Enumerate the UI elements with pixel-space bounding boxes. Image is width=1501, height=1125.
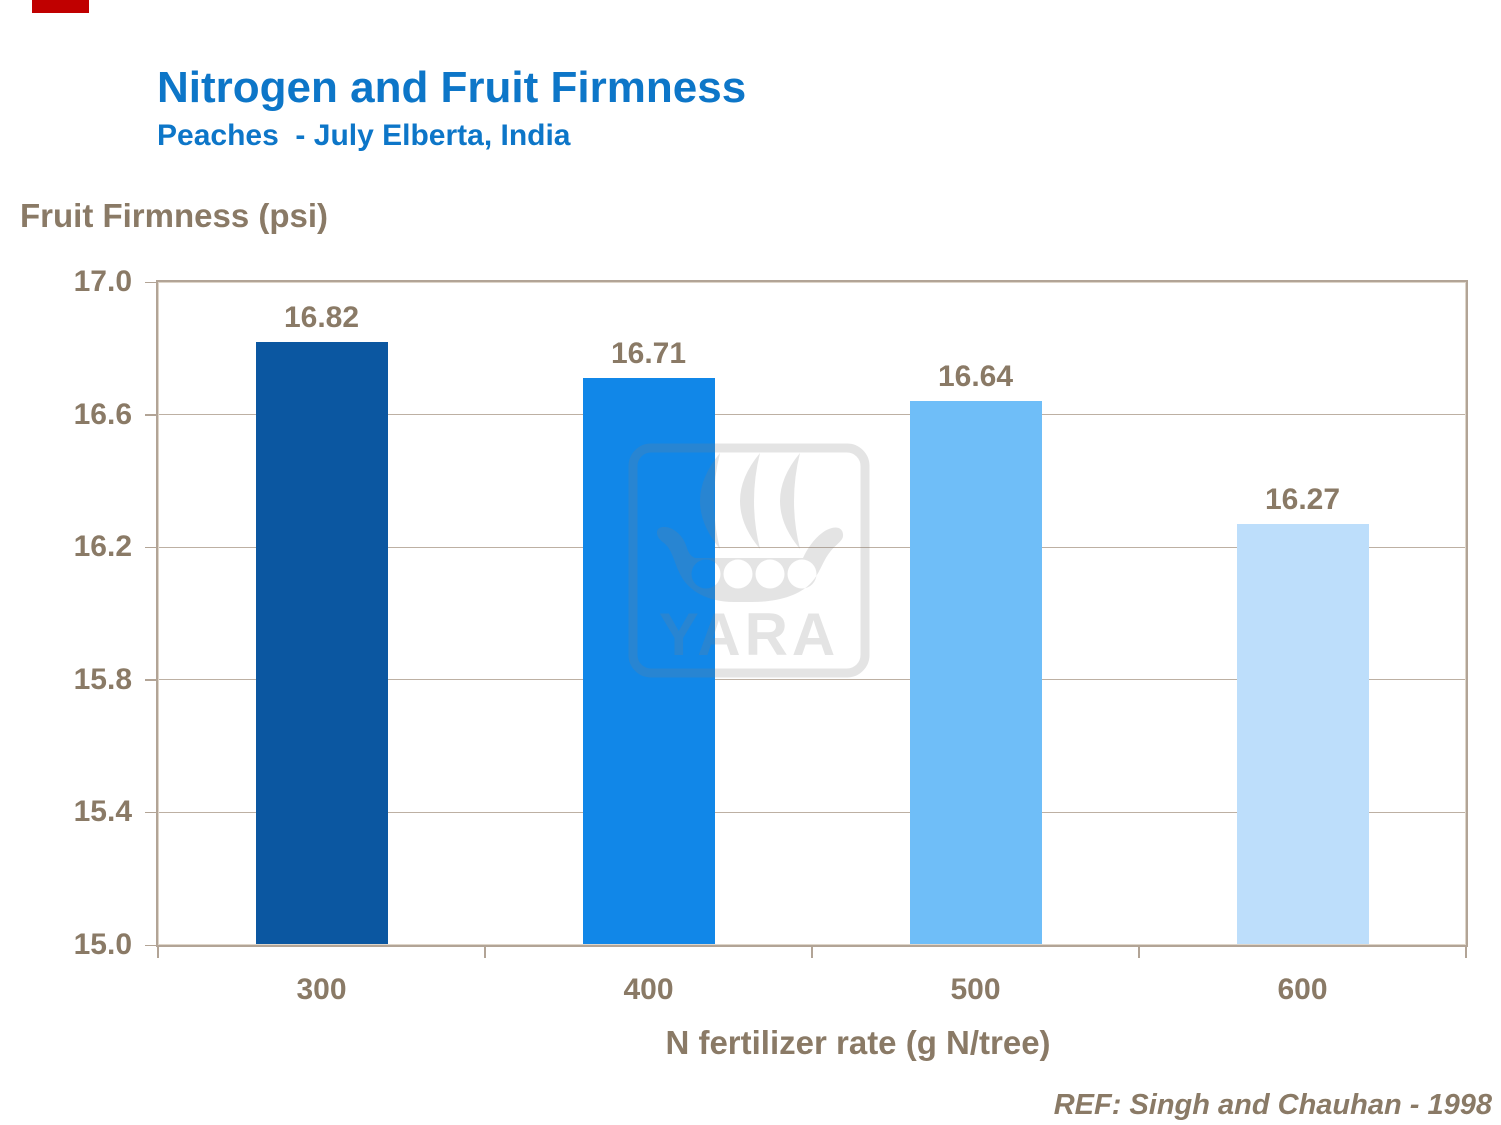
- y-tick-label: 16.2: [73, 530, 132, 564]
- y-tick-mark: [145, 944, 158, 946]
- y-tick-mark: [145, 811, 158, 814]
- x-category-label: 300: [296, 973, 347, 1006]
- watermark-sail-icon: [700, 453, 720, 549]
- y-tick-mark: [145, 281, 158, 283]
- x-category-label: 600: [1277, 973, 1328, 1006]
- x-tick-mark: [157, 947, 159, 958]
- yara-logo-watermark: YARA: [628, 443, 870, 678]
- watermark-wordmark: YARA: [659, 601, 840, 668]
- y-tick-label: 15.0: [73, 928, 132, 961]
- y-tick-mark: [145, 414, 158, 416]
- x-category-label: 400: [623, 973, 674, 1006]
- y-tick-mark: [145, 546, 158, 549]
- x-tick-mark: [811, 947, 813, 958]
- bar: [909, 401, 1042, 945]
- bar: [255, 341, 388, 945]
- bar: [1236, 523, 1369, 945]
- chart-title: Nitrogen and Fruit Firmness: [157, 63, 747, 112]
- x-tick-mark: [1465, 947, 1467, 958]
- x-tick-mark: [484, 947, 486, 958]
- y-gridline: [158, 546, 1466, 548]
- y-gridline: [158, 811, 1466, 813]
- bar-value-label: 16.82: [283, 300, 360, 334]
- y-tick-label: 15.8: [73, 662, 132, 696]
- watermark-ship-hull-icon: [656, 526, 844, 602]
- watermark-sail-icon: [740, 453, 760, 549]
- y-axis-title: Fruit Firmness (psi): [20, 197, 329, 234]
- x-tick-mark: [1138, 947, 1140, 958]
- bar-value-label: 16.27: [1264, 482, 1341, 516]
- chart-subtitle: Peaches - July Elberta, India: [157, 119, 571, 152]
- y-tick-label: 17.0: [73, 265, 132, 298]
- x-category-label: 500: [950, 973, 1001, 1006]
- y-tick-label: 15.4: [73, 795, 132, 829]
- bar: [582, 378, 715, 945]
- y-tick-mark: [145, 679, 158, 681]
- x-axis-title: N fertilizer rate (g N/tree): [665, 1024, 1051, 1061]
- reference-text: REF: Singh and Chauhan - 1998: [1053, 1089, 1492, 1121]
- bar-value-label: 16.71: [610, 337, 687, 371]
- bar-value-label: 16.64: [937, 360, 1014, 394]
- y-gridline: [158, 414, 1466, 416]
- watermark-frame: [628, 443, 870, 678]
- watermark-sail-icon: [780, 453, 800, 549]
- y-gridline: [158, 679, 1466, 681]
- corner-accent-mark: [32, 0, 89, 13]
- y-tick-label: 16.6: [73, 397, 132, 431]
